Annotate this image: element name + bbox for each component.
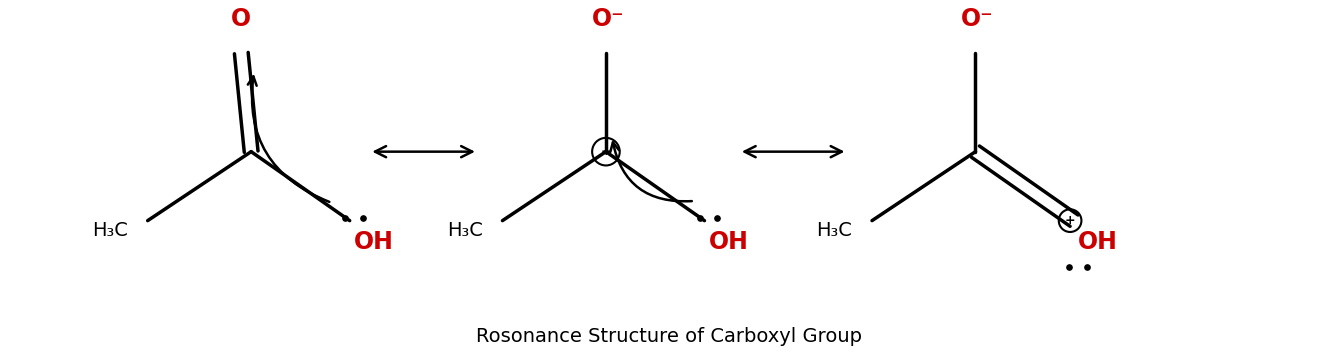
Text: OH: OH [1078, 230, 1117, 254]
Text: +: + [601, 145, 611, 158]
Text: +: + [1065, 214, 1076, 227]
Text: O⁻: O⁻ [591, 8, 625, 31]
Text: O: O [231, 8, 252, 31]
Text: O⁻: O⁻ [961, 8, 994, 31]
Text: H₃C: H₃C [816, 221, 852, 240]
Text: OH: OH [353, 230, 393, 254]
Text: H₃C: H₃C [92, 221, 128, 240]
Text: Rosonance Structure of Carboxyl Group: Rosonance Structure of Carboxyl Group [476, 328, 862, 346]
Text: OH: OH [708, 230, 748, 254]
Text: H₃C: H₃C [447, 221, 483, 240]
